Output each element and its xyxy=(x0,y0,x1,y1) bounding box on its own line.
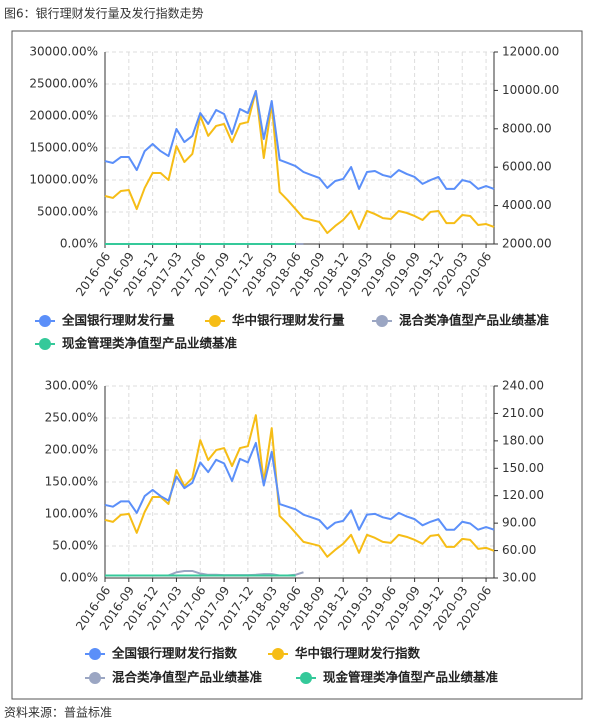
y2-tick-label: 30.00 xyxy=(502,571,536,585)
y2-tick-label: 12000.00 xyxy=(502,45,559,59)
y-tick-label: 250.00% xyxy=(45,411,98,425)
legend-label: 华中银行理财发行量 xyxy=(232,313,345,328)
y2-tick-label: 10000.00 xyxy=(502,83,559,97)
legend-label: 现金管理类净值型产品业绩基准 xyxy=(323,670,499,685)
y2-tick-label: 180.00 xyxy=(502,433,544,447)
legend-marker xyxy=(89,648,101,660)
y-tick-label: 0.00% xyxy=(60,571,98,585)
series-line xyxy=(104,414,495,558)
y2-tick-label: 240.00 xyxy=(502,379,544,393)
legend-label: 全国银行理财发行指数 xyxy=(111,646,238,661)
legend-marker xyxy=(209,315,221,327)
legend-marker xyxy=(39,315,51,327)
legend-label: 现金管理类净值型产品业绩基准 xyxy=(62,336,238,351)
series-line xyxy=(104,441,495,531)
y-tick-label: 5000.00% xyxy=(37,205,98,219)
y-tick-label: 300.00% xyxy=(45,379,98,393)
legend-label: 全国银行理财发行量 xyxy=(61,313,175,328)
y2-tick-label: 8000.00 xyxy=(502,121,552,135)
series-line xyxy=(104,89,495,190)
source: 资料来源：普益标准 xyxy=(4,706,112,720)
y2-tick-label: 2000.00 xyxy=(502,237,552,251)
y-tick-label: 150.00% xyxy=(45,475,98,489)
legend-marker xyxy=(376,315,388,327)
series-line xyxy=(104,89,495,235)
legend-marker xyxy=(39,338,51,350)
y-tick-label: 100.00% xyxy=(45,507,98,521)
y2-tick-label: 150.00 xyxy=(502,461,544,475)
frame xyxy=(11,30,583,700)
page-title: 图6：银行理财发行量及发行指数走势 xyxy=(4,6,204,21)
y-tick-label: 20000.00% xyxy=(29,109,98,123)
y-tick-label: 200.00% xyxy=(45,443,98,457)
y2-tick-label: 90.00 xyxy=(502,516,536,530)
y-tick-label: 25000.00% xyxy=(29,77,98,91)
y-tick-label: 10000.00% xyxy=(29,173,98,187)
y2-tick-label: 210.00 xyxy=(502,406,544,420)
y2-tick-label: 4000.00 xyxy=(502,198,552,212)
legend-label: 混合类净值型产品业绩基准 xyxy=(112,670,263,685)
y2-tick-label: 120.00 xyxy=(502,488,544,502)
legend-label: 华中银行理财发行指数 xyxy=(295,646,421,661)
y-tick-label: 30000.00% xyxy=(29,45,98,59)
legend-label: 混合类净值型产品业绩基准 xyxy=(399,313,550,328)
y-tick-label: 15000.00% xyxy=(29,141,98,155)
legend-marker xyxy=(89,672,101,684)
y2-tick-label: 60.00 xyxy=(502,543,536,557)
legend-marker xyxy=(272,648,284,660)
legend-marker xyxy=(300,672,312,684)
y2-tick-label: 6000.00 xyxy=(502,160,552,174)
y-tick-label: 0.00% xyxy=(60,237,98,251)
y-tick-label: 50.00% xyxy=(52,539,98,553)
